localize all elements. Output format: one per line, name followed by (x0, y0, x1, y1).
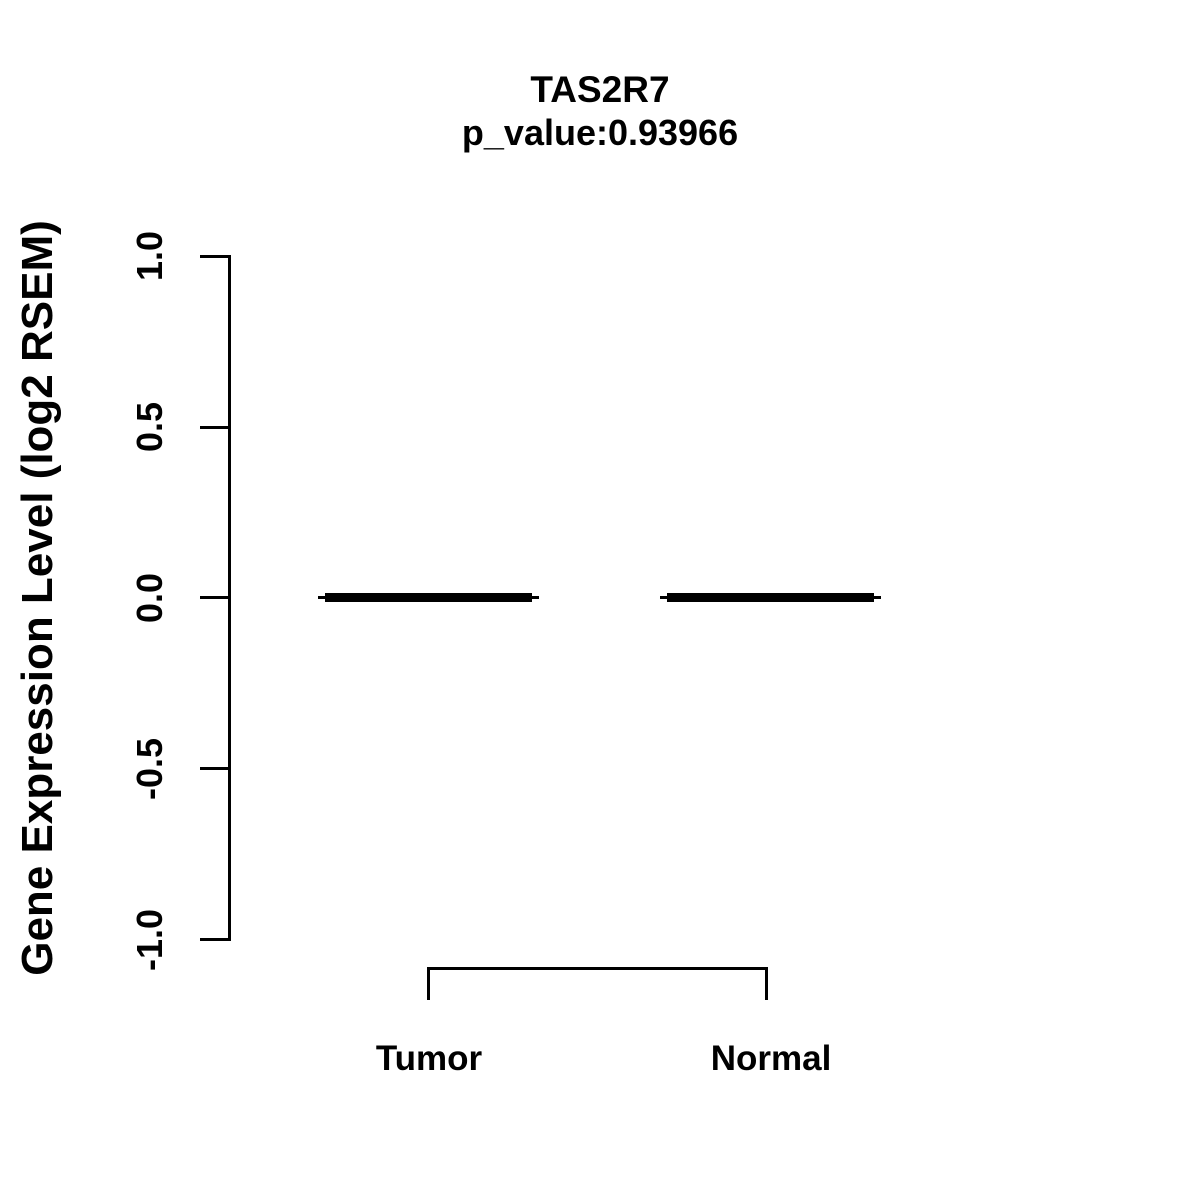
y-axis-tick (200, 596, 229, 599)
y-axis-line (228, 255, 231, 941)
comparison-bracket (427, 967, 768, 1000)
y-axis-tick (200, 426, 229, 429)
x-category-label-tumor: Tumor (375, 1039, 483, 1078)
y-tick-label: 0.0 (129, 572, 170, 624)
boxplot-median-normal (667, 593, 874, 602)
boxplot-median-tumor (325, 593, 532, 602)
y-axis-tick (200, 767, 229, 770)
y-axis-label: Gene Expression Level (log2 RSEM) (13, 220, 62, 976)
y-tick-label: 1.0 (129, 230, 170, 282)
y-axis-tick (200, 938, 229, 941)
x-category-label-normal: Normal (710, 1039, 832, 1078)
y-tick-label: -1.0 (129, 908, 170, 972)
chart-subtitle: p_value:0.93966 (461, 112, 739, 153)
y-axis-tick (200, 255, 229, 258)
chart-title: TAS2R7 (530, 69, 670, 110)
y-tick-label: -0.5 (129, 737, 170, 801)
y-tick-label: 0.5 (129, 401, 170, 453)
